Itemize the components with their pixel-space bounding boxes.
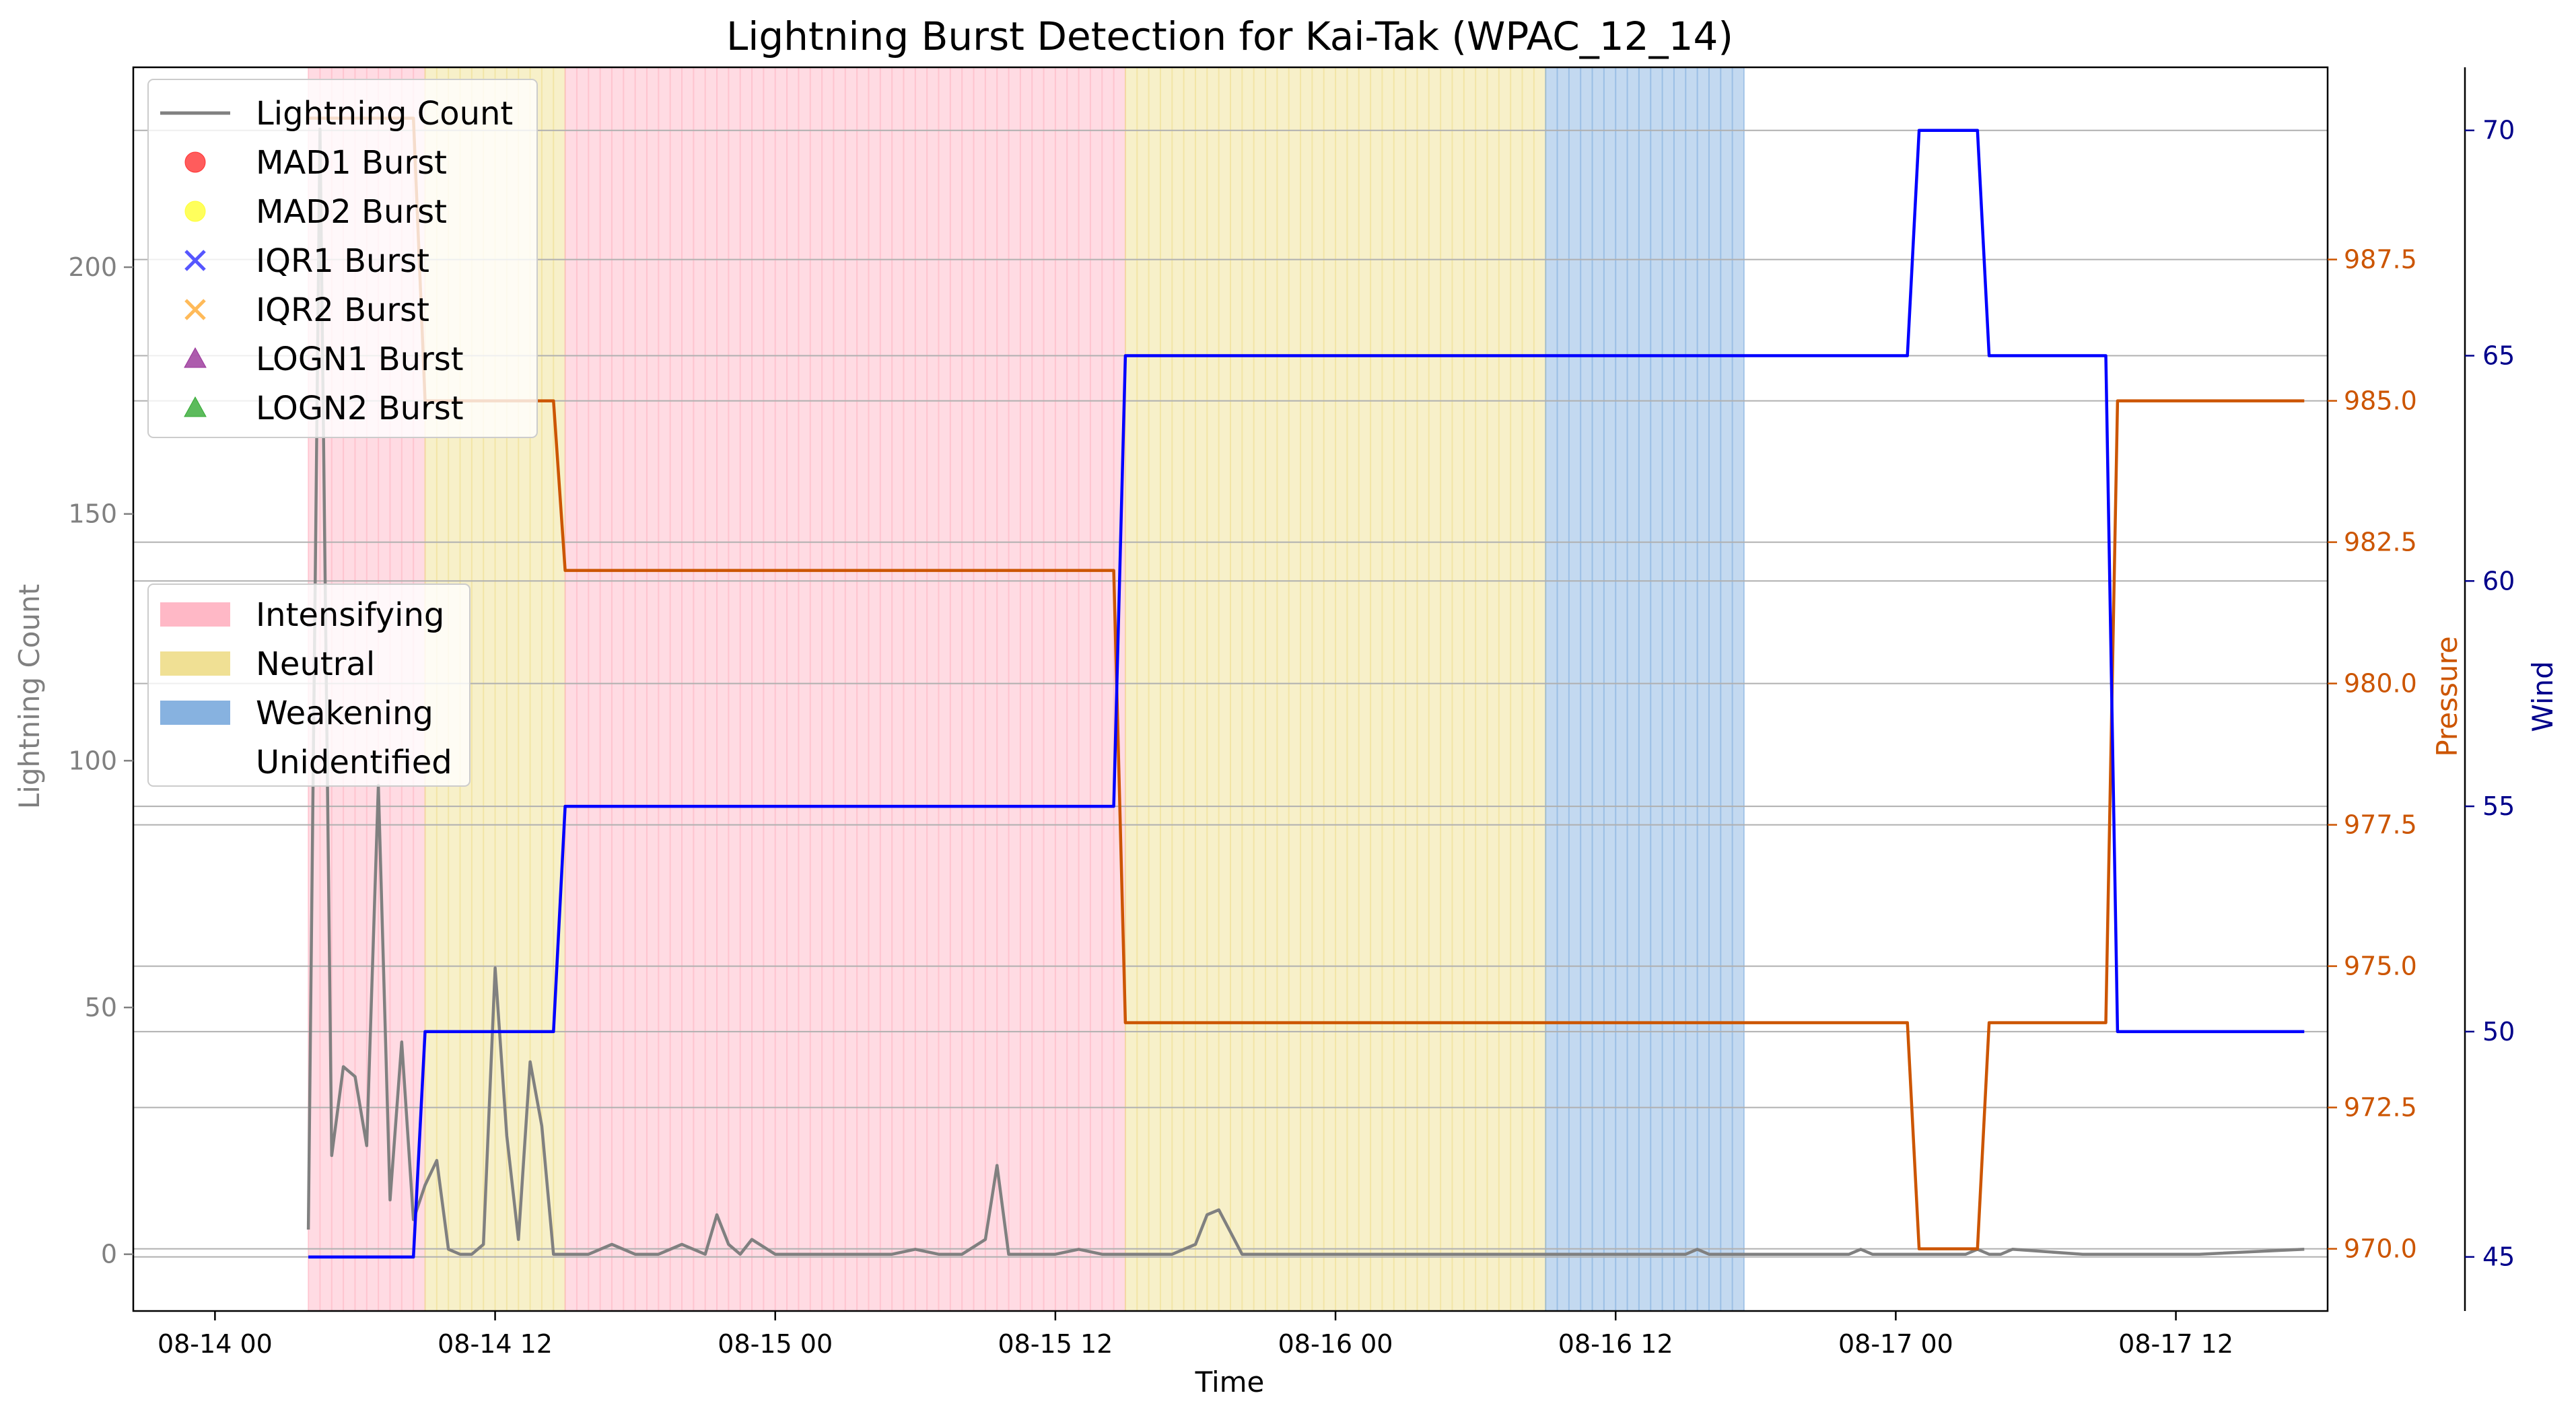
- y-tick-label-wind: 50: [2482, 1017, 2515, 1047]
- legend-label: IQR2 Burst: [256, 291, 429, 329]
- x-tick-label: 08-14 12: [438, 1329, 553, 1359]
- y-axis-label-wind: Wind: [2526, 661, 2559, 732]
- regime-band-weakening: [1545, 67, 1744, 1311]
- y-tick-label-left: 50: [85, 993, 117, 1022]
- y-tick-label-wind: 45: [2482, 1242, 2515, 1272]
- y-tick-label-wind: 55: [2482, 791, 2515, 821]
- legend-label: MAD2 Burst: [256, 193, 447, 231]
- y-axis-label-pressure: Pressure: [2431, 636, 2464, 756]
- regime-bands: [308, 67, 1745, 1311]
- legend-x-marker: [184, 299, 206, 320]
- x-tick-label: 08-14 00: [158, 1329, 273, 1359]
- y-tick-label-pressure: 970.0: [2344, 1234, 2417, 1264]
- series-line-wind: [308, 129, 2305, 1259]
- y-tick-label-wind: 65: [2482, 341, 2515, 371]
- legend-label: LOGN1 Burst: [256, 341, 464, 378]
- x-tick-label: 08-17 12: [2118, 1329, 2233, 1359]
- series-line-lightning-count: [306, 127, 2305, 1256]
- legend-regime-swatch: [160, 651, 230, 676]
- tick-labels: 08-14 00 08-14 12 08-15 00 08-15 12 08-16 00…: [68, 116, 2515, 1359]
- legend-regimes: Intensifying Neutral Weakening Unidentified: [147, 583, 471, 787]
- legend-regime-swatch: [160, 602, 230, 627]
- y-tick-label-pressure: 985.0: [2344, 386, 2417, 416]
- y-tick-label-left: 0: [101, 1240, 117, 1269]
- y-tick-label-pressure: 987.5: [2344, 245, 2417, 275]
- legend-circle-marker: [184, 201, 206, 222]
- legend-label: MAD1 Burst: [256, 144, 447, 182]
- y-tick-label-pressure: 975.0: [2344, 952, 2417, 981]
- y-tick-label-left: 150: [68, 499, 117, 529]
- gridlines: [133, 129, 2328, 1258]
- x-tick-label: 08-16 12: [1558, 1329, 1673, 1359]
- x-tick-label: 08-16 00: [1278, 1329, 1393, 1359]
- legend-circle-marker: [184, 151, 206, 173]
- legend-regime-label: Neutral: [256, 645, 375, 683]
- y-tick-label-pressure: 980.0: [2344, 669, 2417, 699]
- y-tick-label-pressure: 977.5: [2344, 810, 2417, 840]
- legend-regime-label: Weakening: [256, 695, 433, 732]
- legend-label: Lightning Count: [256, 95, 513, 133]
- legend-box: [147, 79, 538, 438]
- y-tick-label-wind: 70: [2482, 116, 2515, 145]
- legend-triangle-marker: [184, 347, 207, 368]
- legend-triangle-marker: [184, 396, 207, 417]
- legend-regime-box: [147, 583, 471, 787]
- legend-markers: Lightning Count MAD1 Burst MAD2 Burst IQR1 …: [147, 79, 538, 438]
- axes-frame: [132, 66, 2466, 1312]
- plot-frame: [132, 66, 2329, 1312]
- legend-regime-label: Intensifying: [256, 596, 444, 634]
- legend-regime-label: Unidentified: [256, 744, 452, 781]
- legend-label: LOGN2 Burst: [256, 390, 464, 427]
- y-axis-label-left: Lightning Count: [13, 584, 46, 809]
- chart-title: Lightning Burst Detection for Kai-Tak (W…: [726, 13, 1733, 59]
- legend-label: IQR1 Burst: [256, 242, 429, 280]
- x-tick-label: 08-15 12: [998, 1329, 1113, 1359]
- y-tick-label-pressure: 972.5: [2344, 1093, 2417, 1123]
- legend-regime-swatch: [160, 701, 230, 725]
- y-tick-label-left: 200: [68, 252, 117, 282]
- legend-x-marker: [184, 250, 206, 271]
- y-tick-label-wind: 60: [2482, 566, 2515, 596]
- y-tick-label-pressure: 982.5: [2344, 528, 2417, 557]
- y-tick-label-left: 100: [68, 746, 117, 775]
- x-tick-label: 08-15 00: [718, 1329, 833, 1359]
- x-axis-label: Time: [1195, 1366, 1265, 1398]
- x-tick-label: 08-17 00: [1838, 1329, 1953, 1359]
